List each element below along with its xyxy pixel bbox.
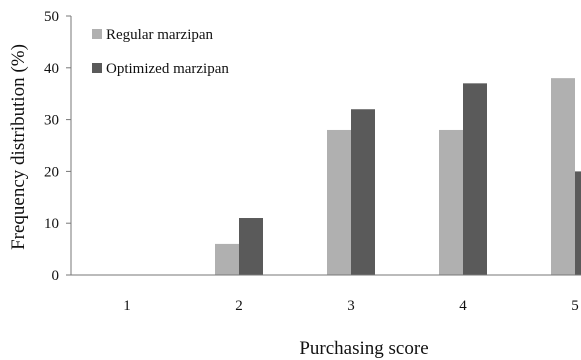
bars	[215, 78, 581, 276]
x-tick-label: 5	[571, 298, 579, 314]
legend-swatch-regular	[92, 29, 102, 39]
bar-regular-marzipan	[551, 78, 575, 275]
legend-label-regular: Regular marzipan	[106, 27, 214, 43]
x-tick-label: 3	[347, 298, 355, 314]
legend-item-optimized: Optimized marzipan	[92, 61, 229, 77]
y-tick-label: 20	[44, 164, 59, 180]
y-tick-label: 40	[44, 61, 59, 77]
bar-optimized-marzipan	[463, 83, 487, 275]
x-tick-label: 2	[235, 298, 243, 314]
legend-swatch-optimized	[92, 63, 102, 73]
y-tick-label: 10	[44, 216, 59, 232]
bar-optimized-marzipan	[575, 171, 581, 275]
y-tick-label: 30	[44, 113, 59, 129]
y-tick-label: 0	[52, 268, 60, 284]
y-tick-label: 50	[44, 9, 59, 25]
x-axis-label: Purchasing score	[299, 338, 428, 359]
y-axis-label: Frequency distribution (%)	[8, 44, 29, 250]
x-tick-label: 1	[123, 298, 131, 314]
x-tick-label: 4	[459, 298, 467, 314]
bar-optimized-marzipan	[351, 109, 375, 276]
legend-label-optimized: Optimized marzipan	[106, 61, 229, 77]
bar-optimized-marzipan	[239, 218, 263, 275]
legend: Regular marzipan Optimized marzipan	[92, 27, 229, 77]
bar-regular-marzipan	[215, 243, 239, 275]
y-axis-ticks: 0 10 20 30 40 50	[44, 9, 71, 284]
legend-item-regular: Regular marzipan	[92, 27, 214, 43]
bar-regular-marzipan	[327, 129, 351, 275]
bar-regular-marzipan	[439, 129, 463, 275]
x-axis-ticks: 1 2 3 4 5	[123, 298, 579, 314]
